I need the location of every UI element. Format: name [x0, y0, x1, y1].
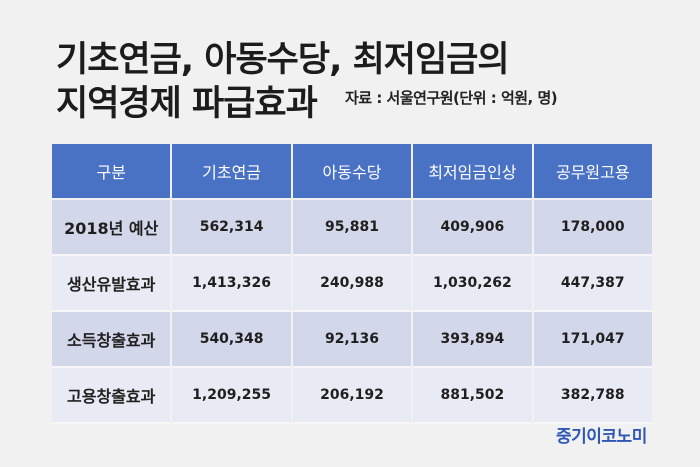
table-cell: 178,000 — [533, 200, 652, 256]
title-line-1: 기초연금, 아동수당, 최저임금의 — [56, 40, 510, 80]
table-cell: 206,192 — [292, 368, 412, 424]
row-label: 소득창출효과 — [52, 312, 171, 368]
table-cell: 1,413,326 — [172, 256, 291, 312]
table-header-row: 구분 기초연금 아동수당 최저임금인상 공무원고용 — [52, 144, 652, 200]
table-cell: 382,788 — [533, 368, 652, 424]
header-basic-pension: 기초연금 — [172, 144, 291, 200]
table-cell: 171,047 — [533, 312, 652, 368]
table-cell: 393,894 — [413, 312, 532, 368]
page-title: 기초연금, 아동수당, 최저임금의 지역경제 파급효과 — [56, 38, 510, 126]
table-cell: 540,348 — [172, 312, 291, 368]
header-child-allowance: 아동수당 — [292, 144, 412, 200]
table-row: 2018년 예산 562,314 95,881 409,906 178,000 — [52, 200, 652, 256]
row-label: 고용창출효과 — [52, 368, 171, 424]
title-line-2: 지역경제 파급효과 — [56, 84, 318, 124]
table-cell: 1,030,262 — [413, 256, 532, 312]
header-public-employment: 공무원고용 — [533, 144, 652, 200]
table-row: 고용창출효과 1,209,255 206,192 881,502 382,788 — [52, 368, 652, 424]
table-cell: 95,881 — [292, 200, 412, 256]
row-label: 2018년 예산 — [52, 200, 171, 256]
table-cell: 240,988 — [292, 256, 412, 312]
table-cell: 562,314 — [172, 200, 291, 256]
header-min-wage: 최저임금인상 — [413, 144, 532, 200]
row-label: 생산유발효과 — [52, 256, 171, 312]
source-note: 자료 : 서울연구원(단위 : 억원, 명) — [345, 89, 558, 107]
table-cell: 881,502 — [413, 368, 532, 424]
header-category: 구분 — [52, 144, 171, 200]
table-cell: 92,136 — [292, 312, 412, 368]
table-cell: 409,906 — [413, 200, 532, 256]
table-cell: 447,387 — [533, 256, 652, 312]
brand-logo-text: 중기이코노미 — [556, 427, 647, 447]
data-table: 구분 기초연금 아동수당 최저임금인상 공무원고용 2018년 예산 562,3… — [50, 144, 654, 424]
table-row: 생산유발효과 1,413,326 240,988 1,030,262 447,3… — [52, 256, 652, 312]
table-row: 소득창출효과 540,348 92,136 393,894 171,047 — [52, 312, 652, 368]
table-cell: 1,209,255 — [172, 368, 291, 424]
